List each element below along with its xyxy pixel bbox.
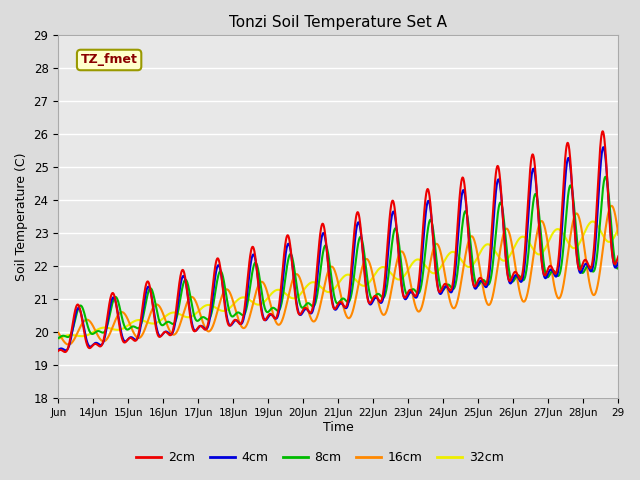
X-axis label: Time: Time [323, 421, 354, 434]
Y-axis label: Soil Temperature (C): Soil Temperature (C) [15, 153, 28, 281]
Legend: 2cm, 4cm, 8cm, 16cm, 32cm: 2cm, 4cm, 8cm, 16cm, 32cm [131, 446, 509, 469]
Text: TZ_fmet: TZ_fmet [81, 53, 138, 67]
Title: Tonzi Soil Temperature Set A: Tonzi Soil Temperature Set A [229, 15, 447, 30]
